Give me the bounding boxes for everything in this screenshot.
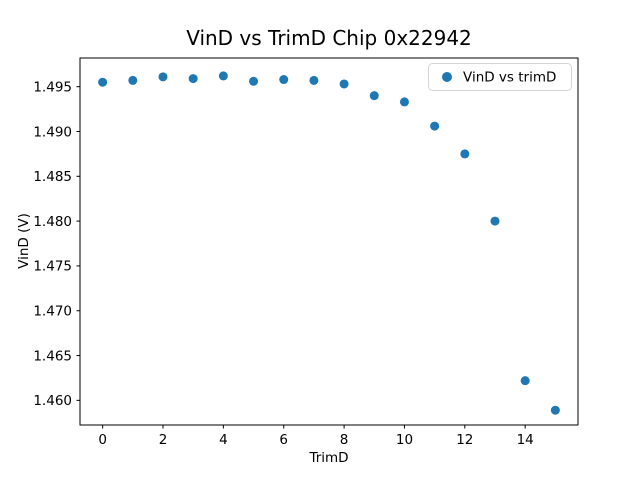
data-point (430, 121, 440, 131)
data-point (188, 74, 198, 84)
x-tick-label: 0 (98, 432, 107, 448)
x-tick-label: 12 (456, 432, 473, 448)
data-point (550, 405, 560, 415)
legend-box (428, 63, 572, 91)
y-tick-label: 1.495 (33, 79, 72, 95)
y-tick-label: 1.465 (33, 348, 72, 364)
legend-label: VinD vs trimD (463, 70, 556, 86)
data-point (279, 75, 289, 85)
data-point (218, 71, 228, 81)
axes-spines (79, 57, 579, 426)
data-point (128, 75, 138, 85)
data-point (309, 75, 319, 85)
y-tick-label: 1.480 (33, 214, 72, 230)
data-point (339, 79, 349, 89)
data-point (490, 216, 500, 226)
x-tick-label: 6 (279, 432, 288, 448)
x-tick-label: 4 (219, 432, 228, 448)
data-point (520, 376, 530, 386)
series-vind-vs-trimd (98, 71, 560, 415)
data-point (249, 76, 259, 86)
y-tick-label: 1.475 (33, 259, 72, 275)
y-axis-label: VinD (V) (16, 213, 32, 269)
legend-marker-icon (442, 72, 452, 82)
plot-area: 0 2 4 6 8 10 12 14 1.460 1.465 1.470 1.475 1.480 1.48… (33, 57, 579, 448)
x-tick-label: 2 (159, 432, 168, 448)
x-tick-label: 8 (340, 432, 349, 448)
legend: VinD vs trimD (428, 63, 572, 91)
y-tick-label: 1.470 (33, 304, 72, 320)
data-point (158, 72, 168, 82)
data-point (460, 149, 470, 159)
chart-title: VinD vs TrimD Chip 0x22942 (186, 26, 472, 50)
y-tick-label: 1.460 (33, 393, 72, 409)
data-point (98, 77, 108, 87)
x-axis-label: TrimD (308, 450, 348, 466)
y-tick-label: 1.490 (33, 124, 72, 140)
x-tick-label: 14 (517, 432, 534, 448)
x-tick-label: 10 (396, 432, 413, 448)
y-tick-label: 1.485 (33, 169, 72, 185)
data-point (399, 97, 409, 107)
data-point (369, 91, 379, 101)
